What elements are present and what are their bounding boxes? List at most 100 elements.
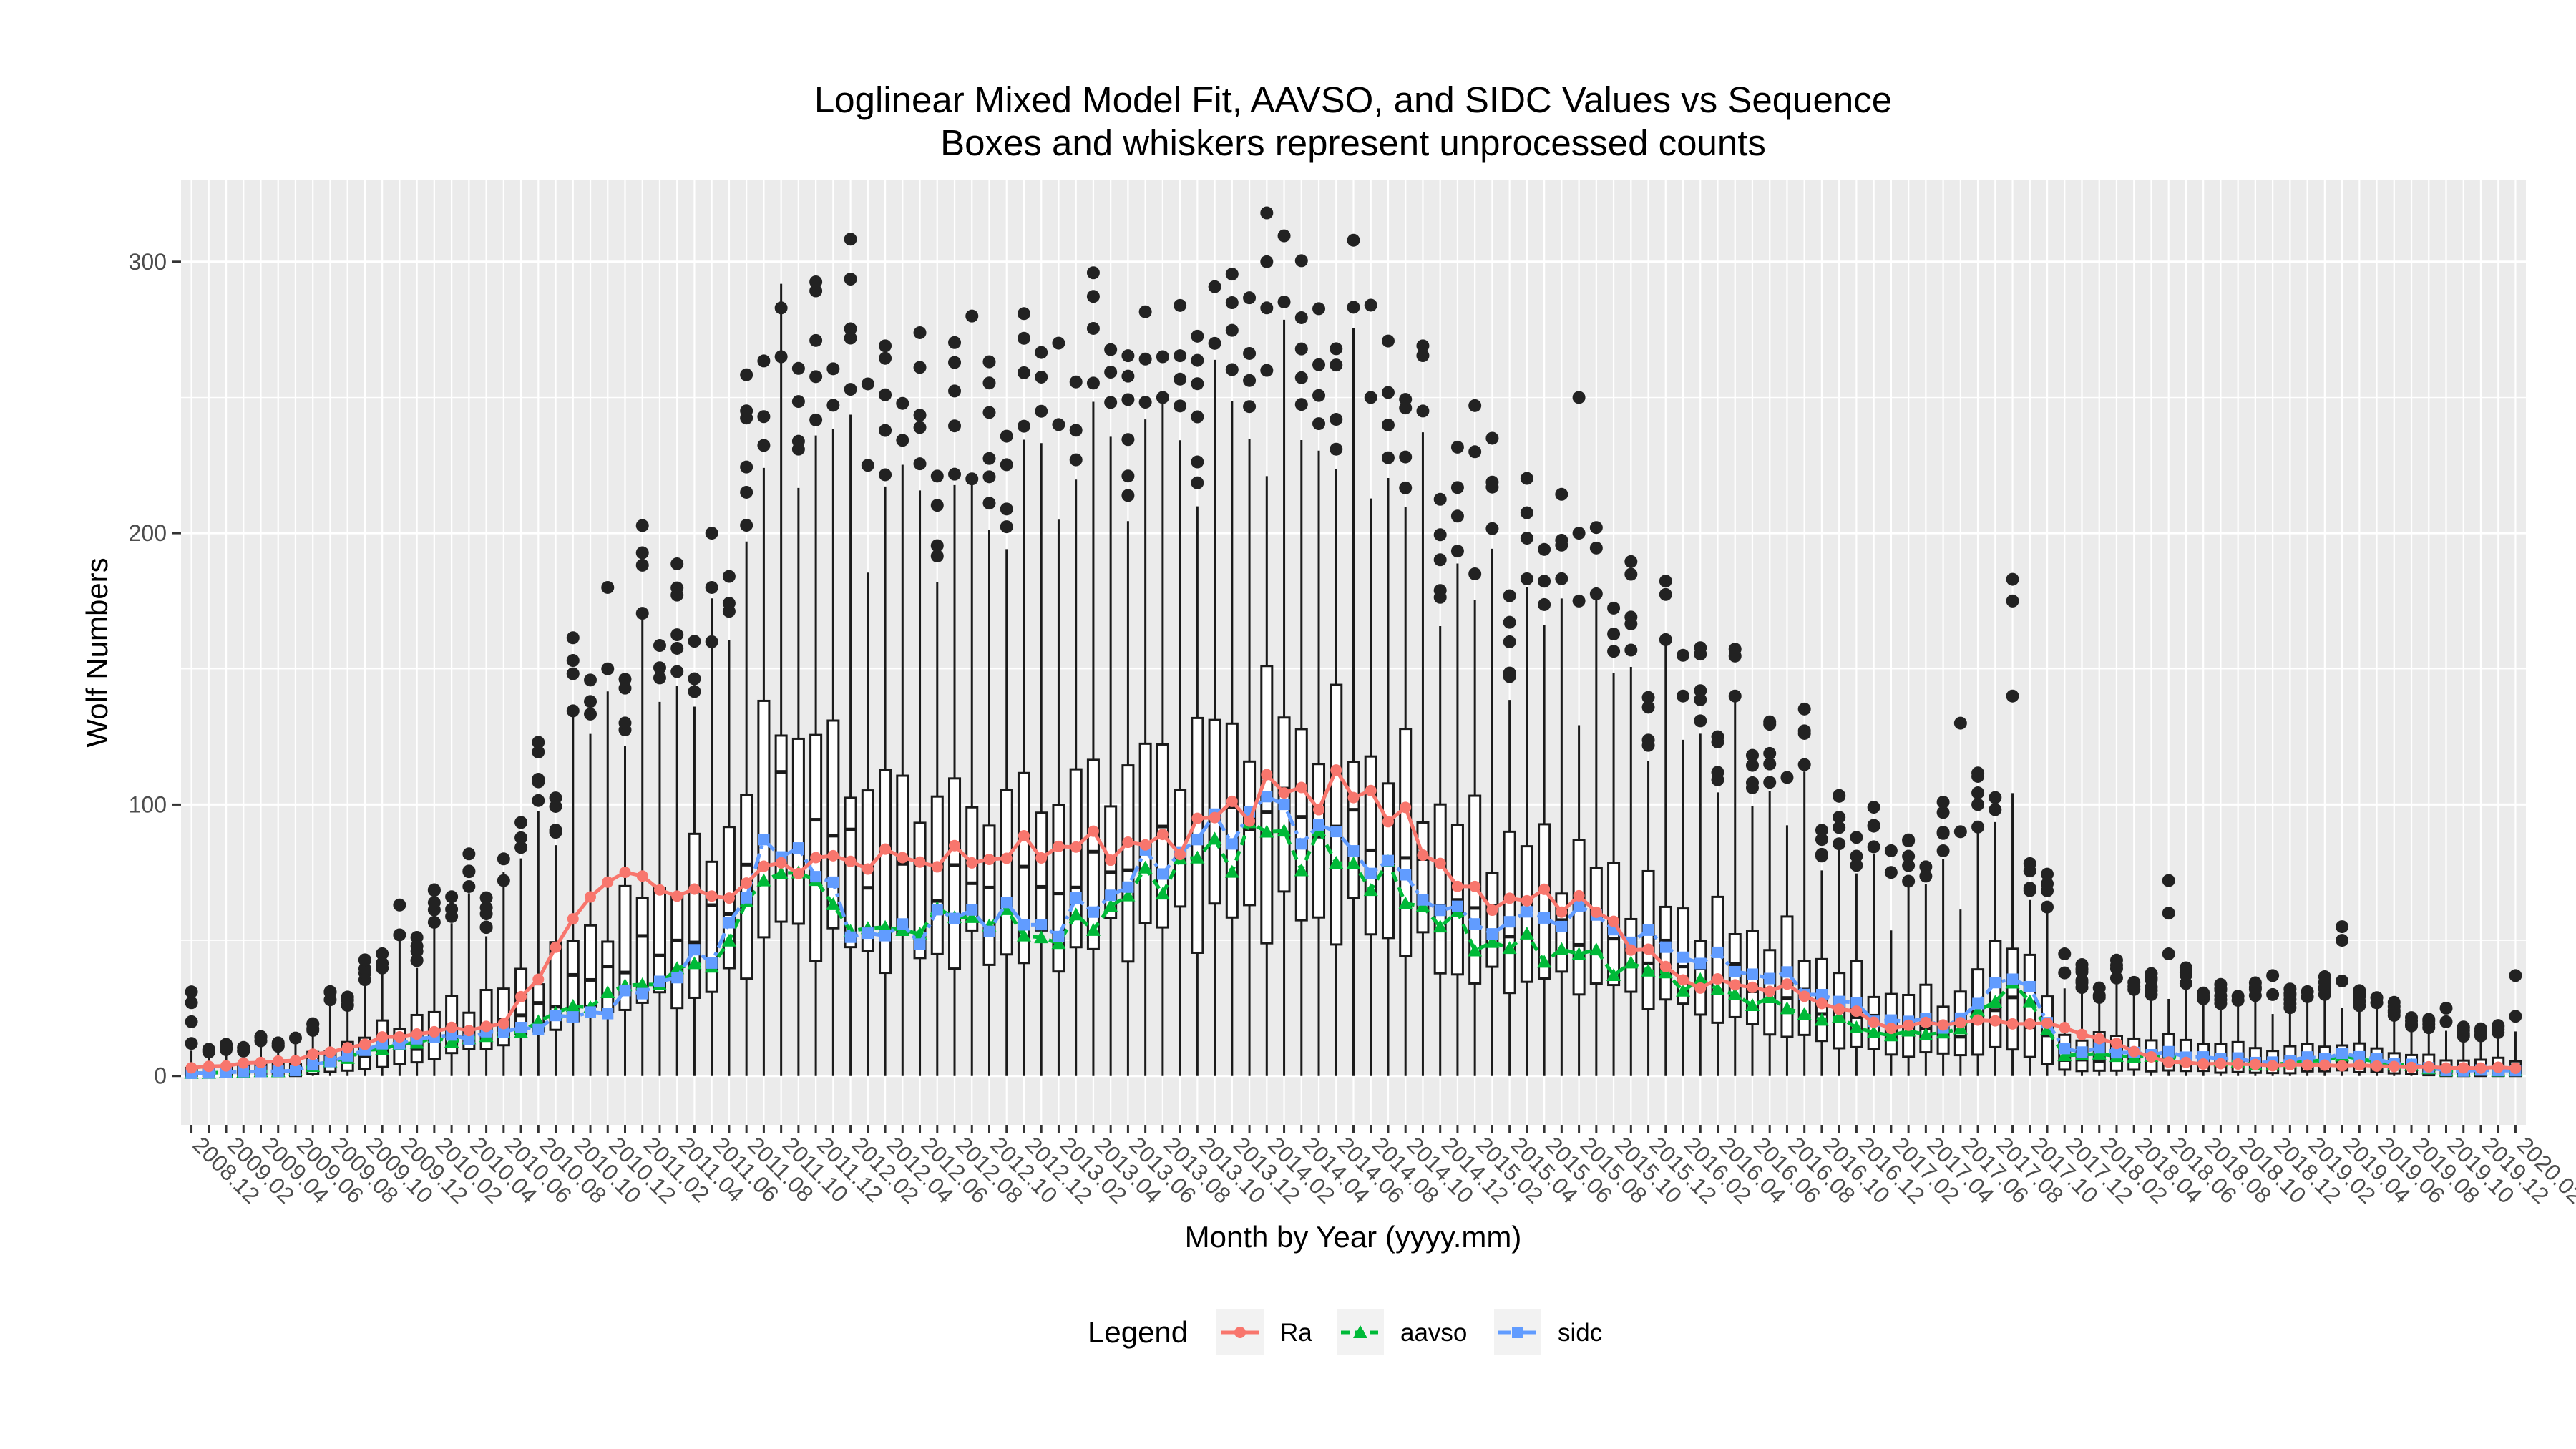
point-ra bbox=[463, 1025, 475, 1037]
box-outlier bbox=[2336, 934, 2349, 947]
point-ra bbox=[879, 843, 892, 855]
box-outlier bbox=[2248, 976, 2262, 990]
box-outlier bbox=[688, 685, 701, 698]
point-ra bbox=[671, 890, 683, 902]
y-tick-label: 300 bbox=[129, 249, 167, 275]
box-outlier bbox=[1503, 635, 1516, 648]
box-outlier bbox=[1607, 601, 1621, 615]
box-outlier bbox=[462, 864, 476, 878]
point-sidc bbox=[931, 904, 943, 916]
box-outlier bbox=[1589, 521, 1603, 535]
box-outlier bbox=[1121, 349, 1135, 363]
box-outlier bbox=[1121, 489, 1135, 502]
box-outlier bbox=[670, 665, 684, 678]
box-iqr bbox=[1260, 665, 1274, 945]
box-outlier bbox=[185, 1037, 198, 1050]
y-tick-label: 0 bbox=[154, 1063, 167, 1089]
point-aavso bbox=[2022, 994, 2037, 1008]
point-ra bbox=[1642, 943, 1654, 955]
point-sidc bbox=[792, 842, 804, 854]
point-ra bbox=[2509, 1062, 2522, 1074]
box-outlier bbox=[1677, 689, 1690, 703]
box-outlier bbox=[2075, 958, 2089, 972]
box-outlier bbox=[1121, 469, 1135, 483]
box-outlier bbox=[1538, 575, 1551, 588]
point-ra bbox=[1729, 979, 1741, 991]
box-outlier bbox=[1330, 442, 1343, 456]
box-outlier bbox=[1433, 528, 1447, 542]
point-ra bbox=[394, 1031, 406, 1043]
point-sidc bbox=[2093, 1042, 2105, 1054]
box-iqr bbox=[948, 777, 962, 970]
box-outlier bbox=[462, 879, 476, 893]
point-ra bbox=[2162, 1056, 2175, 1068]
box-outlier bbox=[740, 404, 753, 418]
point-sidc bbox=[1573, 900, 1585, 912]
box-outlier bbox=[1364, 391, 1377, 404]
box-outlier bbox=[1572, 594, 1586, 608]
box-outlier bbox=[514, 831, 528, 844]
box-outlier bbox=[1260, 255, 1274, 268]
box-plot bbox=[2248, 976, 2262, 1076]
box-outlier bbox=[1399, 393, 1413, 406]
box-plot bbox=[1399, 393, 1413, 1076]
point-aavso bbox=[1866, 1025, 1881, 1038]
box-outlier bbox=[1694, 693, 1707, 706]
box-outlier bbox=[1104, 396, 1118, 409]
point-sidc bbox=[983, 925, 995, 937]
box-outlier bbox=[1450, 509, 1464, 523]
point-sidc bbox=[1295, 838, 1307, 850]
point-ra bbox=[1156, 829, 1169, 841]
point-ra bbox=[2024, 1018, 2036, 1030]
legend-label-sidc: sidc bbox=[1558, 1319, 1602, 1347]
box-outlier bbox=[1347, 233, 1360, 247]
point-sidc bbox=[688, 944, 701, 956]
box-outlier bbox=[2439, 1001, 2453, 1015]
point-ra bbox=[255, 1056, 267, 1068]
series-lines bbox=[184, 764, 2523, 1079]
box-iqr bbox=[1989, 940, 2002, 1048]
point-sidc bbox=[1469, 918, 1481, 930]
box-plot bbox=[1538, 542, 1551, 1076]
box-plot bbox=[1121, 349, 1135, 1076]
point-aavso bbox=[1207, 831, 1222, 845]
box-outlier bbox=[670, 628, 684, 642]
box-outlier bbox=[1520, 532, 1533, 545]
box-plot bbox=[2145, 967, 2158, 1076]
box-outlier bbox=[948, 356, 962, 369]
point-aavso bbox=[1016, 928, 1031, 942]
box-outlier bbox=[1035, 370, 1048, 384]
point-ra bbox=[1850, 1005, 1863, 1018]
point-aavso bbox=[1138, 860, 1153, 874]
point-aavso bbox=[1589, 942, 1604, 956]
box-outlier bbox=[1121, 369, 1135, 383]
point-sidc bbox=[255, 1065, 267, 1078]
box-outlier bbox=[740, 460, 753, 474]
box-outlier bbox=[1347, 301, 1360, 314]
box-plot bbox=[1017, 307, 1030, 1076]
box-outlier bbox=[1364, 298, 1377, 312]
box-iqr bbox=[844, 796, 857, 949]
box-outlier bbox=[549, 824, 562, 837]
point-ra bbox=[1261, 769, 1273, 781]
box-outlier bbox=[1936, 795, 1950, 809]
box-outlier bbox=[1555, 572, 1568, 585]
box-outlier bbox=[982, 355, 996, 369]
legend: Legend Ra aavso sidc bbox=[1088, 1309, 1602, 1355]
point-aavso bbox=[1519, 926, 1534, 940]
box-iqr bbox=[1364, 755, 1377, 936]
box-outlier bbox=[1763, 746, 1777, 760]
box-plot bbox=[688, 635, 701, 1076]
point-ra bbox=[2406, 1061, 2418, 1073]
legend-entry-aavso: aavso bbox=[1337, 1309, 1467, 1355]
box-outlier bbox=[844, 331, 857, 345]
box-plot bbox=[1450, 440, 1464, 1076]
box-outlier bbox=[1277, 295, 1291, 308]
box-outlier bbox=[1850, 849, 1863, 863]
point-sidc bbox=[619, 985, 631, 997]
box-outlier bbox=[809, 275, 823, 288]
box-iqr bbox=[601, 940, 615, 1013]
point-sidc bbox=[1330, 826, 1342, 838]
box-outlier bbox=[566, 631, 580, 645]
point-ra bbox=[2353, 1059, 2366, 1071]
